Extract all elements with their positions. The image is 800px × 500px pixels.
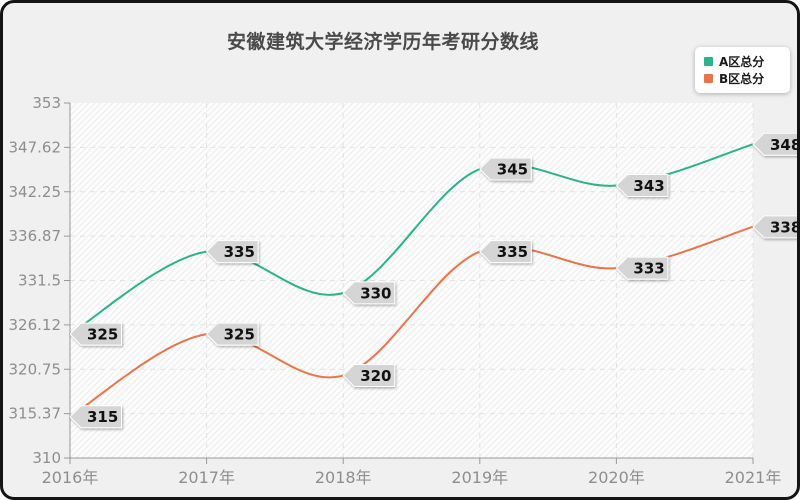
chart-title: 安徽建筑大学经济学历年考研分数线 xyxy=(226,31,539,53)
point-value-label: 338 xyxy=(770,218,800,236)
point-value-label: 320 xyxy=(360,367,391,385)
point-value-tag xyxy=(342,363,396,387)
point-value-label: 325 xyxy=(87,326,118,344)
y-axis-tick-label: 310 xyxy=(32,449,61,467)
point-value-tag xyxy=(205,240,259,264)
x-axis-tick-label: 2018年 xyxy=(315,468,372,487)
x-axis-tick-label: 2019年 xyxy=(451,468,508,487)
point-value-label: 343 xyxy=(633,177,664,195)
point-value-tag xyxy=(752,215,797,239)
point-value-tag xyxy=(342,281,396,305)
chart-canvas: 310 315.37 320.75 326.12 331.5 336.87 342.25 34… xyxy=(9,94,800,487)
series-b-marker-icon xyxy=(704,74,713,83)
y-axis-tick-label: 331.5 xyxy=(18,272,61,290)
point-value-tag xyxy=(479,157,532,181)
x-axis-tick-label: 2021年 xyxy=(725,468,782,487)
point-value-label: 348 xyxy=(770,136,800,154)
point-value-label: 333 xyxy=(633,260,664,278)
y-axis-tick-label: 315.37 xyxy=(9,405,62,423)
y-axis-tick-label: 326.12 xyxy=(9,316,62,334)
legend-item-b[interactable]: B区总分 xyxy=(695,70,790,87)
point-value-tag xyxy=(615,256,669,280)
legend-label-a: A区总分 xyxy=(719,55,765,69)
point-value-tag xyxy=(615,174,669,198)
point-value-tag xyxy=(479,240,532,264)
x-axis-tick-label: 2020年 xyxy=(588,468,645,487)
point-value-label: 325 xyxy=(224,326,255,344)
point-value-label: 315 xyxy=(87,408,118,426)
point-value-label: 345 xyxy=(497,161,528,179)
x-axis-tick-label: 2017年 xyxy=(178,468,235,487)
y-axis-tick-label: 347.62 xyxy=(9,138,62,156)
legend: A区总分 B区总分 xyxy=(695,47,790,93)
y-axis-tick-label: 320.75 xyxy=(9,360,62,378)
point-value-tag xyxy=(69,322,122,346)
point-value-label: 335 xyxy=(224,243,255,261)
legend-label-b: B区总分 xyxy=(719,72,765,86)
x-axis-tick-label: 2016年 xyxy=(42,468,99,487)
y-axis-tick-label: 353 xyxy=(32,94,61,112)
y-axis-tick-label: 342.25 xyxy=(9,183,62,201)
point-value-tag xyxy=(205,322,259,346)
point-value-label: 330 xyxy=(360,284,391,302)
point-value-tag xyxy=(752,132,797,156)
legend-item-a[interactable]: A区总分 xyxy=(695,53,790,70)
point-value-label: 335 xyxy=(497,243,528,261)
series-a-marker-icon xyxy=(704,57,713,66)
y-axis-tick-label: 336.87 xyxy=(9,227,62,245)
point-value-tag xyxy=(69,405,122,429)
